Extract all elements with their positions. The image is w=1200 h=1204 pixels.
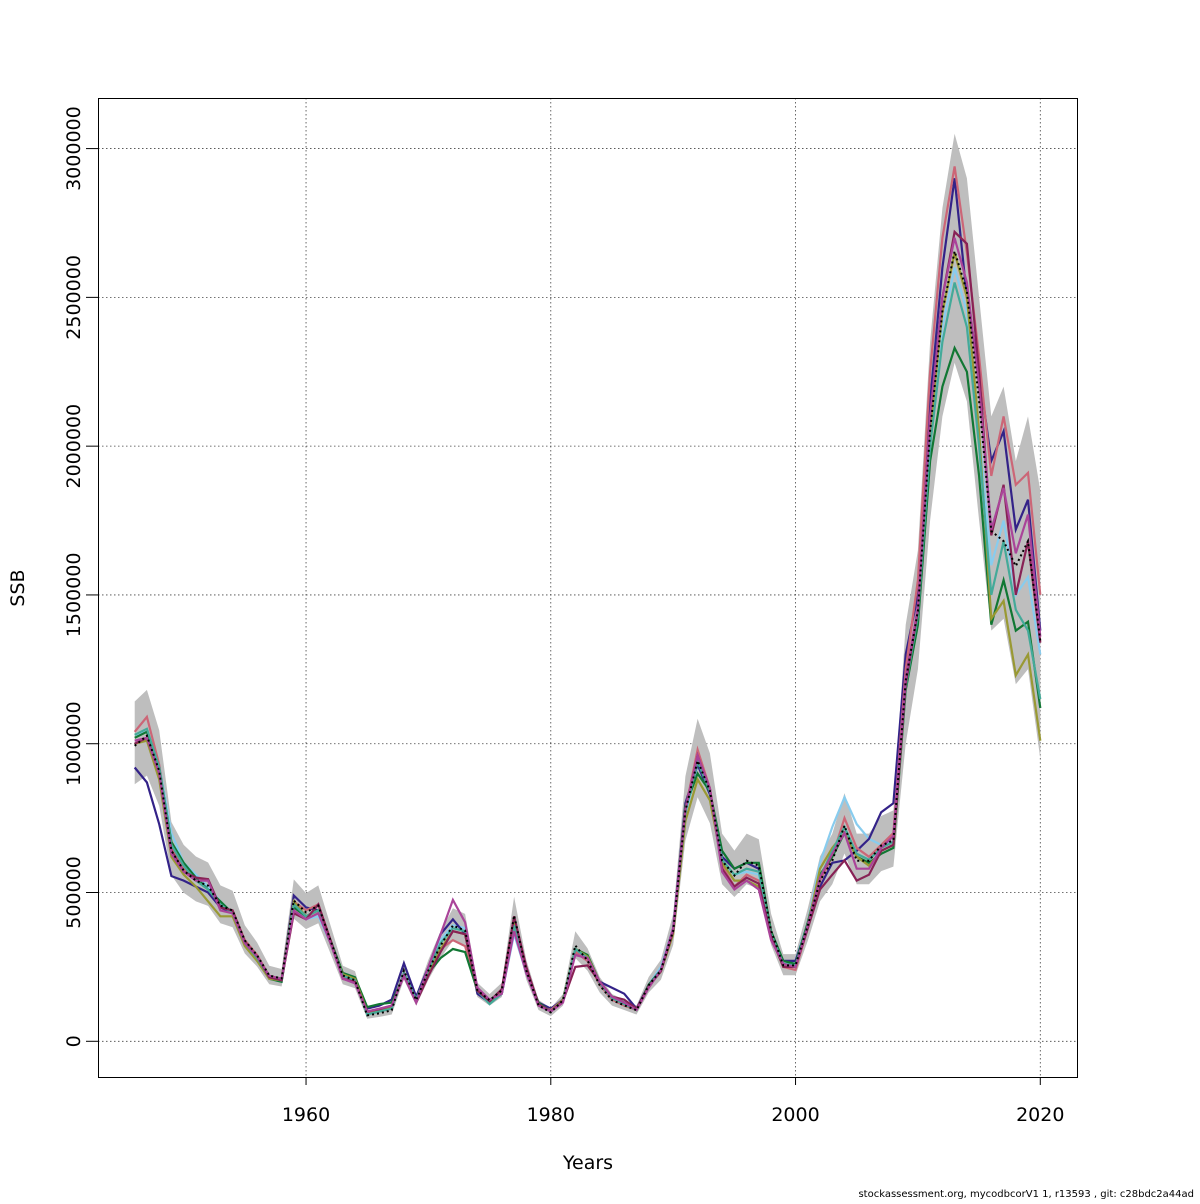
y-axis: 0 500000 1000000 1500000 2000000 2500000 30000… (63, 106, 98, 1047)
ci-band-area (134, 133, 1041, 1019)
x-tick-label: 2020 (1016, 1104, 1064, 1126)
footer-text: stockassessment.org, mycodbcorV1 1, r135… (858, 1189, 1194, 1200)
y-tick-label: 2500000 (63, 255, 85, 340)
y-tick-label: 1500000 (63, 553, 85, 638)
x-axis: 1960 1980 2000 2020 (282, 1077, 1064, 1126)
series-line-4 (134, 252, 1042, 1013)
series-line-7 (134, 237, 1042, 1013)
main-estimate-line (134, 250, 1042, 1017)
y-axis-label: SSB (7, 569, 29, 606)
series-line-0 (134, 267, 1042, 1015)
series-line-2 (133, 166, 1042, 1015)
y-tick-label: 0 (63, 1035, 85, 1047)
y-tick-label: 2000000 (63, 404, 85, 489)
y-tick-label: 3000000 (63, 106, 85, 191)
x-axis-label: Years (562, 1152, 613, 1174)
series-line-6 (134, 229, 1042, 1013)
plot-frame (98, 98, 1078, 1078)
series-lines (133, 166, 1042, 1017)
y-tick-label: 1000000 (63, 701, 85, 786)
confidence-band (134, 133, 1041, 1019)
x-tick-label: 2000 (771, 1104, 819, 1126)
x-tick-label: 1960 (282, 1104, 330, 1126)
y-tick-label: 500000 (63, 856, 85, 929)
x-tick-label: 1980 (527, 1104, 575, 1126)
series-line-1 (133, 178, 1042, 1011)
